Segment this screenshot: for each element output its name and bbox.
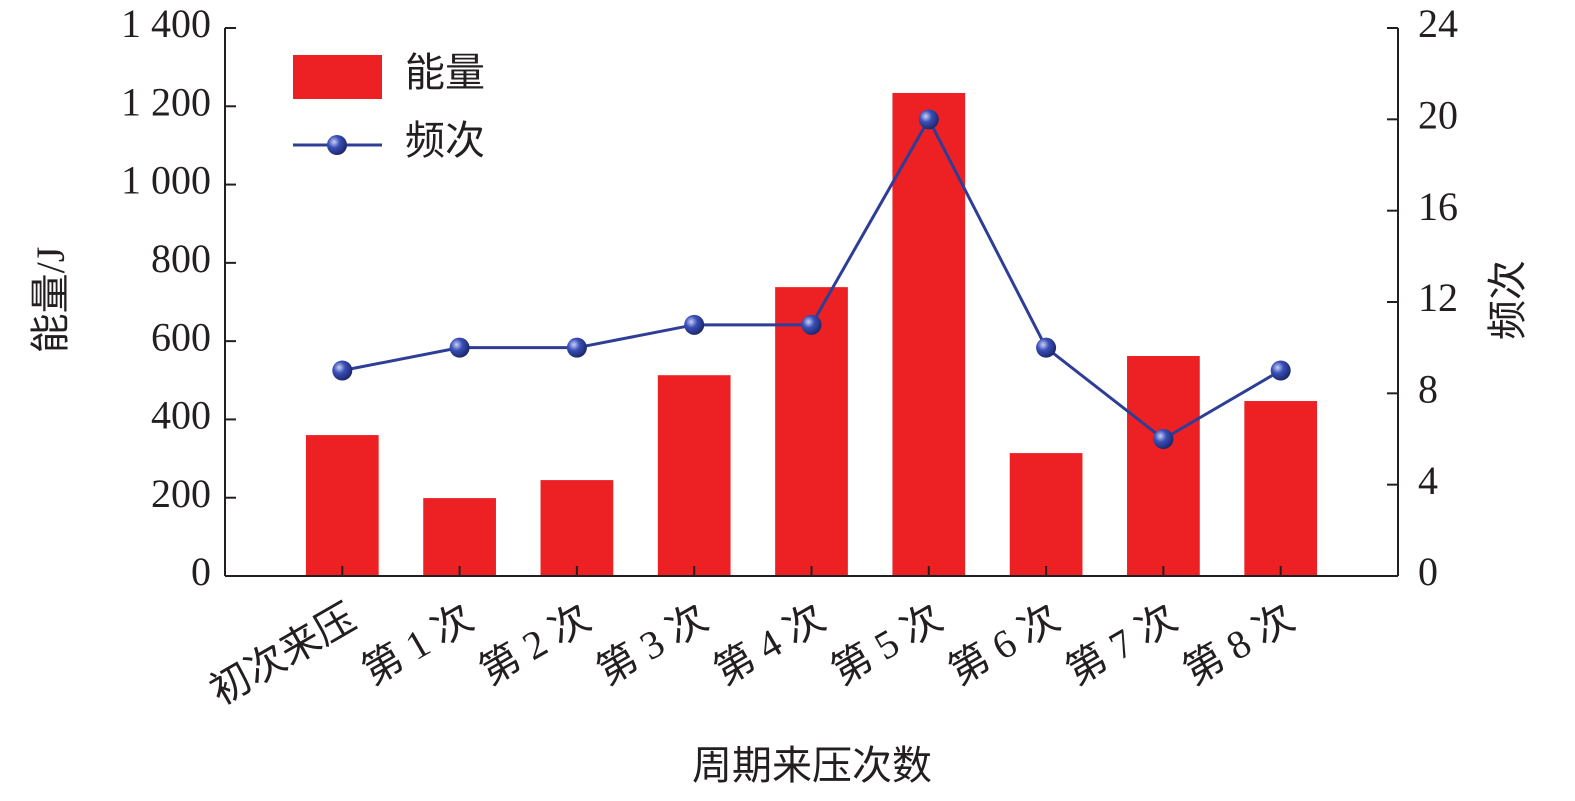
line-marker — [684, 314, 705, 335]
y-tick-label: 200 — [151, 471, 211, 516]
y-tick-label: 600 — [151, 314, 211, 359]
line-marker — [566, 337, 587, 358]
y-tick-label: 1 200 — [121, 79, 211, 124]
x-tick-label: 第 7 次 — [1058, 595, 1184, 694]
x-tick-label: 第 8 次 — [1175, 595, 1301, 694]
bar — [892, 92, 966, 576]
y2-tick-label: 4 — [1418, 458, 1438, 503]
line-marker — [1036, 337, 1057, 358]
y-axis-title: 能量/J — [28, 247, 73, 354]
bar — [540, 480, 614, 576]
y2-tick-label: 24 — [1418, 1, 1458, 46]
x-axis-title: 周期来压次数 — [692, 743, 932, 788]
x-tick-label: 第 2 次 — [472, 595, 598, 694]
y2-tick-label: 16 — [1418, 184, 1458, 229]
line-marker — [1153, 429, 1174, 449]
y-tick-label: 800 — [151, 236, 211, 281]
x-tick-label: 第 4 次 — [706, 595, 832, 694]
legend-label: 能量 — [405, 50, 485, 95]
legend-swatch — [293, 55, 382, 99]
y-tick-label: 1 000 — [121, 158, 211, 203]
x-tick-label: 第 1 次 — [354, 595, 480, 694]
bar — [423, 498, 496, 576]
legend-swatch — [327, 135, 347, 155]
y2-tick-label: 20 — [1418, 93, 1458, 138]
line-marker — [801, 314, 822, 335]
x-tick-label: 初次来压 — [202, 595, 363, 714]
line-marker — [449, 337, 470, 358]
x-tick-label: 第 5 次 — [823, 595, 949, 694]
bar — [305, 435, 379, 576]
bar — [657, 375, 731, 576]
y2-tick-label: 12 — [1418, 275, 1458, 320]
y2-axis-title: 频次 — [1485, 260, 1530, 340]
bar — [775, 287, 848, 576]
y2-tick-label: 0 — [1418, 549, 1438, 594]
y-tick-label: 0 — [191, 549, 211, 594]
bar — [1009, 453, 1083, 576]
y-tick-label: 400 — [151, 393, 211, 438]
legend-label: 频次 — [405, 118, 485, 163]
bar — [1244, 401, 1318, 576]
y2-tick-label: 8 — [1418, 367, 1438, 412]
y-tick-label: 1 400 — [121, 1, 211, 46]
line-marker — [332, 360, 353, 381]
x-tick-label: 第 3 次 — [589, 595, 715, 694]
line-marker — [918, 109, 939, 130]
line-marker — [1270, 360, 1291, 381]
x-tick-label: 第 6 次 — [941, 595, 1067, 694]
bar — [1127, 356, 1200, 576]
